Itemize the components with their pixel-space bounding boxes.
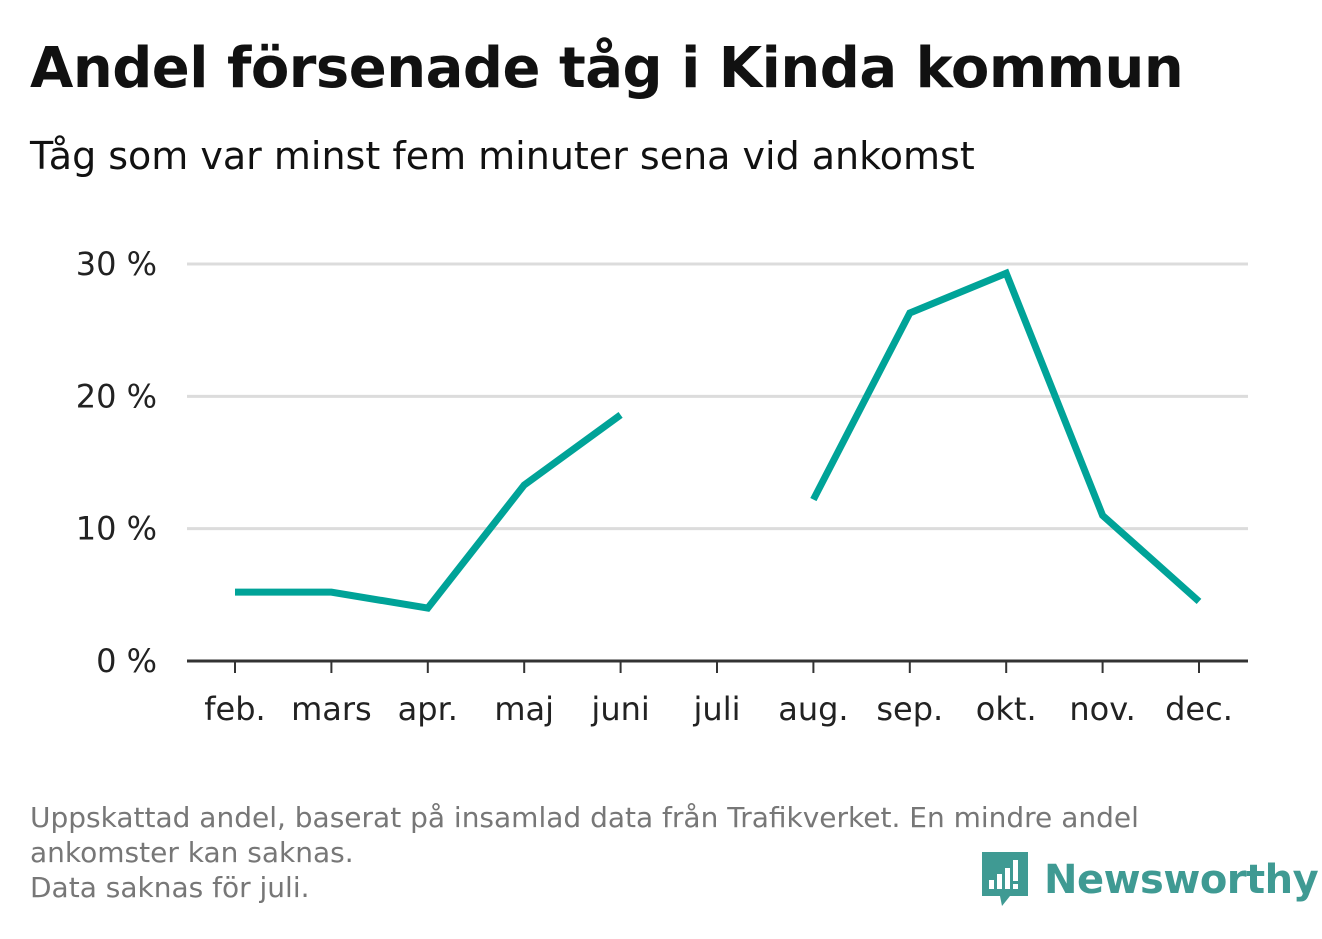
brand-name: Newsworthy	[1044, 857, 1319, 903]
x-tick-label: feb.	[204, 690, 265, 728]
x-tick-label: aug.	[778, 690, 848, 728]
x-tick-label: dec.	[1165, 690, 1233, 728]
chart-subtitle: Tåg som var minst fem minuter sena vid a…	[30, 134, 975, 178]
series-line	[235, 412, 623, 612]
x-tick-label: nov.	[1069, 690, 1135, 728]
x-tick-label: sep.	[876, 690, 943, 728]
y-tick-label: 10 %	[76, 510, 157, 548]
x-tick-label: okt.	[976, 690, 1037, 728]
footnote-line: ankomster kan saknas.	[30, 836, 354, 869]
series-line	[810, 268, 1202, 605]
x-tick-label: juni	[590, 690, 649, 728]
x-axis	[187, 659, 1248, 673]
chart-title: Andel försenade tåg i Kinda kommun	[30, 36, 1184, 101]
y-tick-label: 30 %	[76, 245, 157, 283]
x-tick-label: juli	[693, 690, 741, 728]
footnote-line: Uppskattad andel, baserat på insamlad da…	[30, 801, 1139, 834]
x-tick-label: mars	[291, 690, 372, 728]
y-tick-label: 20 %	[76, 377, 157, 415]
brand-logo: Newsworthy	[980, 850, 1319, 910]
x-axis-labels: feb. mars apr. maj juni juli aug. sep. okt. nov. d…	[204, 690, 1233, 728]
y-axis-labels: 0 % 10 % 20 % 30 %	[76, 245, 157, 680]
newsworthy-logo-icon	[982, 852, 1028, 906]
y-tick-label: 0 %	[96, 642, 157, 680]
series-lines	[235, 268, 1202, 612]
chart-footnote: Uppskattad andel, baserat på insamlad da…	[30, 800, 1139, 905]
x-tick-label: apr.	[398, 690, 458, 728]
x-tick-label: maj	[494, 690, 554, 728]
footnote-line: Data saknas för juli.	[30, 871, 310, 904]
gridlines	[187, 262, 1248, 531]
